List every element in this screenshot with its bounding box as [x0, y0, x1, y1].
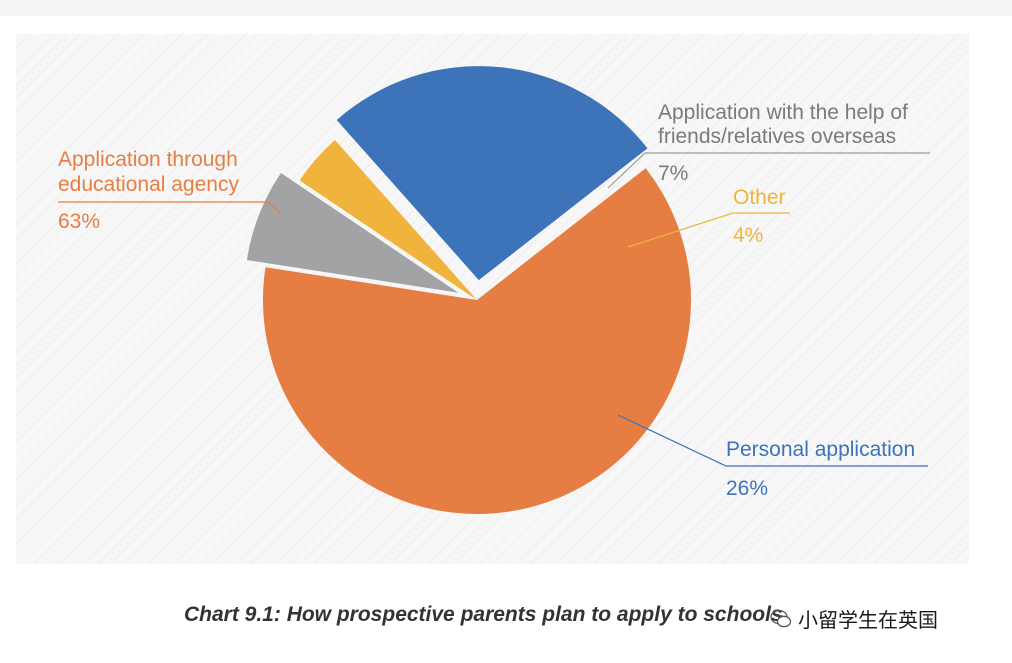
top-strip [0, 0, 1012, 16]
pie-slice-application-with-the-help-of-friends-relatives-overseas [246, 173, 459, 293]
percent-personal: 26% [726, 477, 769, 500]
leader-line-personal [617, 414, 928, 467]
percent-agency: 63% [58, 210, 101, 233]
percent-friends: 7% [658, 162, 689, 185]
pie-slice-other [299, 139, 477, 300]
watermark: 小留学生在英国 [770, 604, 938, 633]
label-other: Other [733, 186, 786, 209]
pie-slice-personal-application [336, 66, 648, 281]
label-friends-line1: Application with the help of [658, 101, 908, 124]
label-agency-line1: Application through [58, 148, 238, 171]
label-friends-line2: friends/relatives overseas [658, 125, 897, 148]
watermark-text: 小留学生在英国 [798, 608, 938, 632]
label-agency-line2: educational agency [58, 173, 239, 196]
leader-line-friends [607, 152, 930, 189]
percent-other: 4% [733, 224, 764, 247]
chart-caption: Chart 9.1: How prospective parents plan … [184, 603, 783, 626]
label-personal: Personal application [726, 438, 916, 461]
wechat-icon [770, 609, 792, 627]
leader-line-agency [58, 201, 282, 215]
leader-line-other [627, 212, 790, 248]
pie-slice-application-through-educational-agency [263, 168, 691, 514]
